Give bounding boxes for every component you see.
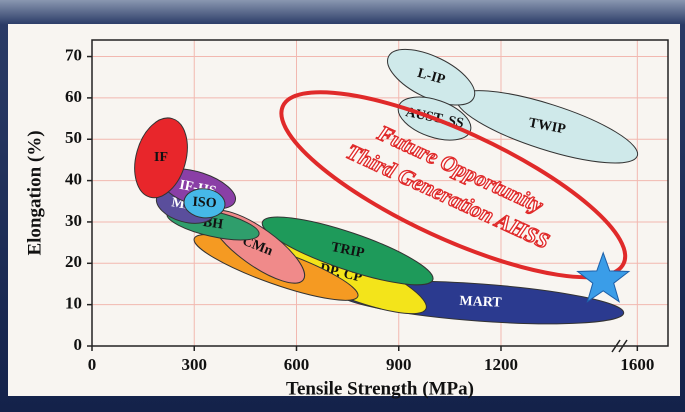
region-label: TWIP (527, 116, 567, 138)
x-tick-label: 1600 (620, 355, 654, 374)
y-axis-label: Elongation (%) (24, 130, 45, 255)
x-axis-label: Tensile Strength (MPa) (286, 378, 474, 399)
target-star (576, 251, 631, 303)
region (134, 117, 188, 199)
axis-break (618, 339, 628, 353)
y-tick-label: 50 (65, 128, 82, 147)
x-tick-label: 600 (284, 355, 310, 374)
region-label: IF (154, 150, 168, 165)
y-tick-label: 10 (65, 294, 82, 313)
plot-frame (91, 39, 669, 347)
region-label: TRIP (330, 240, 366, 261)
region-label: ISO (192, 195, 217, 211)
y-tick-label: 20 (65, 252, 82, 271)
x-tick-label: 300 (181, 355, 207, 374)
panel (8, 24, 680, 396)
region (261, 216, 434, 286)
region-label: L-IP (416, 66, 447, 88)
axes: 0 10 20 30 40 50 60 70 0 300 600 900 1200 1600 Tensile… (24, 39, 669, 399)
region-label: MART (459, 294, 503, 311)
y-tick-label: 30 (65, 211, 82, 230)
y-tick-label: 60 (65, 87, 82, 106)
region (387, 48, 476, 106)
y-tick-label: 70 (65, 45, 82, 64)
y-tick-label: 0 (74, 335, 83, 354)
x-tick-label: 1200 (484, 355, 518, 374)
region (183, 188, 226, 219)
y-tick-label: 40 (65, 170, 82, 189)
axis-break (611, 339, 621, 353)
annotation-ellipse (279, 90, 628, 280)
x-tick-label: 0 (88, 355, 97, 374)
x-tick-label: 900 (386, 355, 412, 374)
